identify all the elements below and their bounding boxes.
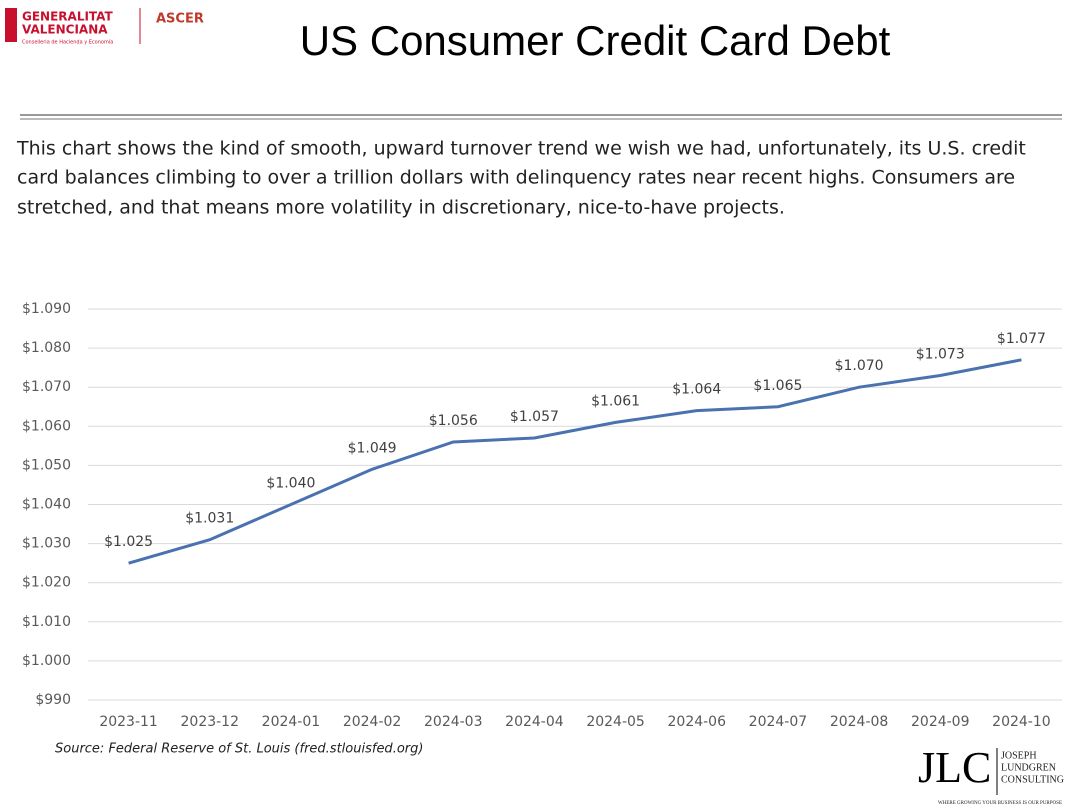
x-tick-label: 2024-08 (830, 714, 889, 730)
y-tick-label: $1.000 (22, 653, 71, 669)
logo-text: ASCER (156, 12, 204, 27)
x-tick-label: 2024-01 (262, 714, 321, 730)
body-text: This chart shows the kind of smooth, upw… (16, 138, 1026, 160)
y-tick-label: $1.080 (22, 340, 71, 356)
data-label: $1.061 (591, 393, 640, 409)
x-tick-label: 2024-04 (505, 714, 564, 730)
logo-text: GENERALITAT (22, 10, 114, 24)
data-label: $1.073 (916, 346, 965, 362)
data-label: $1.077 (997, 331, 1046, 347)
x-tick-label: 2023-11 (99, 714, 158, 730)
motto: WHERE GROWING YOUR BUSINESS IS OUR PURPO… (938, 801, 1062, 806)
y-tick-label: $1.040 (22, 497, 71, 513)
y-tick-label: $1.070 (22, 379, 71, 395)
data-label: $1.065 (753, 378, 802, 394)
x-tick-label: 2024-05 (586, 714, 645, 730)
y-tick-label: $990 (35, 692, 71, 708)
x-tick-label: 2024-02 (343, 714, 402, 730)
y-tick-label: $1.090 (22, 301, 71, 317)
footer-logo: JLC (918, 743, 991, 792)
y-tick-label: $1.060 (22, 418, 71, 434)
company: JOSEPH (1001, 750, 1037, 761)
data-label: $1.025 (104, 534, 153, 550)
gva-logo-mark (5, 8, 17, 42)
body-text: card balances climbing to over a trillio… (17, 167, 1015, 189)
x-tick-label: 2024-03 (424, 714, 483, 730)
data-label: $1.049 (348, 440, 397, 456)
logo-text: Conselleria de Hacienda y Economía (22, 39, 113, 46)
x-tick-label: 2024-10 (992, 714, 1051, 730)
data-label: $1.031 (185, 511, 234, 527)
y-tick-label: $1.050 (22, 457, 71, 473)
logo-text: VALENCIANA (22, 23, 108, 37)
x-tick-label: 2024-07 (749, 714, 808, 730)
data-label: $1.056 (429, 413, 478, 429)
data-label: $1.040 (266, 476, 315, 492)
company: LUNDGREN (1001, 762, 1056, 773)
y-tick-label: $1.020 (22, 575, 71, 591)
source: Source: Federal Reserve of St. Louis (fr… (55, 742, 423, 757)
body-text: stretched, and that means more volatilit… (17, 197, 785, 219)
x-tick-label: 2023-12 (181, 714, 240, 730)
y-tick-label: $1.030 (22, 536, 71, 552)
data-label: $1.057 (510, 409, 559, 425)
data-label: $1.070 (835, 358, 884, 374)
y-tick-label: $1.010 (22, 614, 71, 630)
data-label: $1.064 (672, 382, 721, 398)
x-tick-label: 2024-09 (911, 714, 970, 730)
x-tick-label: 2024-06 (668, 714, 727, 730)
line (128, 358, 1022, 565)
slide-title: US Consumer Credit Card Debt (300, 17, 891, 64)
company: CONSULTING (1001, 774, 1064, 785)
